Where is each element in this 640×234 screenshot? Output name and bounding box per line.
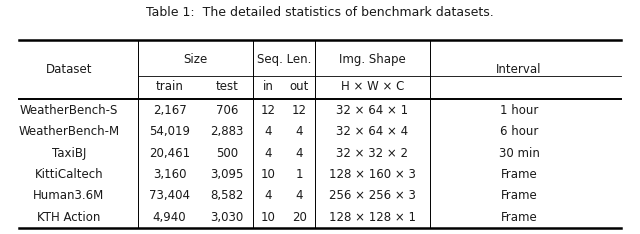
Text: 6 hour: 6 hour: [500, 125, 538, 138]
Text: 1: 1: [296, 168, 303, 181]
Text: Size: Size: [183, 53, 207, 66]
Text: Frame: Frame: [500, 168, 538, 181]
Text: Dataset: Dataset: [45, 63, 92, 76]
Text: train: train: [156, 80, 184, 93]
Text: 10: 10: [260, 211, 276, 224]
Text: 32 × 32 × 2: 32 × 32 × 2: [337, 146, 408, 160]
Text: 4: 4: [296, 190, 303, 202]
Text: 8,582: 8,582: [211, 190, 244, 202]
Text: in: in: [263, 80, 273, 93]
Text: KittiCaltech: KittiCaltech: [35, 168, 103, 181]
Text: 12: 12: [292, 104, 307, 117]
Text: Img. Shape: Img. Shape: [339, 53, 406, 66]
Text: 20: 20: [292, 211, 307, 224]
Text: H × W × C: H × W × C: [340, 80, 404, 93]
Text: 54,019: 54,019: [149, 125, 190, 138]
Text: 73,404: 73,404: [149, 190, 190, 202]
Text: 4: 4: [264, 125, 272, 138]
Text: Seq. Len.: Seq. Len.: [257, 53, 311, 66]
Text: 500: 500: [216, 146, 238, 160]
Text: 12: 12: [260, 104, 276, 117]
Text: Interval: Interval: [496, 63, 542, 76]
Text: 3,095: 3,095: [211, 168, 244, 181]
Text: 4,940: 4,940: [153, 211, 186, 224]
Text: 3,030: 3,030: [211, 211, 244, 224]
Text: 256 × 256 × 3: 256 × 256 × 3: [329, 190, 416, 202]
Text: out: out: [289, 80, 309, 93]
Text: 4: 4: [296, 146, 303, 160]
Text: 20,461: 20,461: [149, 146, 190, 160]
Text: 706: 706: [216, 104, 238, 117]
Text: Frame: Frame: [500, 211, 538, 224]
Text: Frame: Frame: [500, 190, 538, 202]
Text: 3,160: 3,160: [153, 168, 186, 181]
Text: 4: 4: [296, 125, 303, 138]
Text: Human3.6M: Human3.6M: [33, 190, 104, 202]
Text: 10: 10: [260, 168, 276, 181]
Text: 2,167: 2,167: [153, 104, 186, 117]
Text: 30 min: 30 min: [499, 146, 540, 160]
Text: 32 × 64 × 1: 32 × 64 × 1: [337, 104, 408, 117]
Text: 128 × 160 × 3: 128 × 160 × 3: [329, 168, 416, 181]
Text: KTH Action: KTH Action: [37, 211, 100, 224]
Text: WeatherBench-M: WeatherBench-M: [18, 125, 120, 138]
Text: 128 × 128 × 1: 128 × 128 × 1: [329, 211, 416, 224]
Text: WeatherBench-S: WeatherBench-S: [20, 104, 118, 117]
Text: test: test: [216, 80, 239, 93]
Text: 32 × 64 × 4: 32 × 64 × 4: [337, 125, 408, 138]
Text: Table 1:  The detailed statistics of benchmark datasets.: Table 1: The detailed statistics of benc…: [146, 6, 494, 19]
Text: 1 hour: 1 hour: [500, 104, 538, 117]
Text: TaxiBJ: TaxiBJ: [52, 146, 86, 160]
Text: 4: 4: [264, 146, 272, 160]
Text: 2,883: 2,883: [211, 125, 244, 138]
Text: 4: 4: [264, 190, 272, 202]
